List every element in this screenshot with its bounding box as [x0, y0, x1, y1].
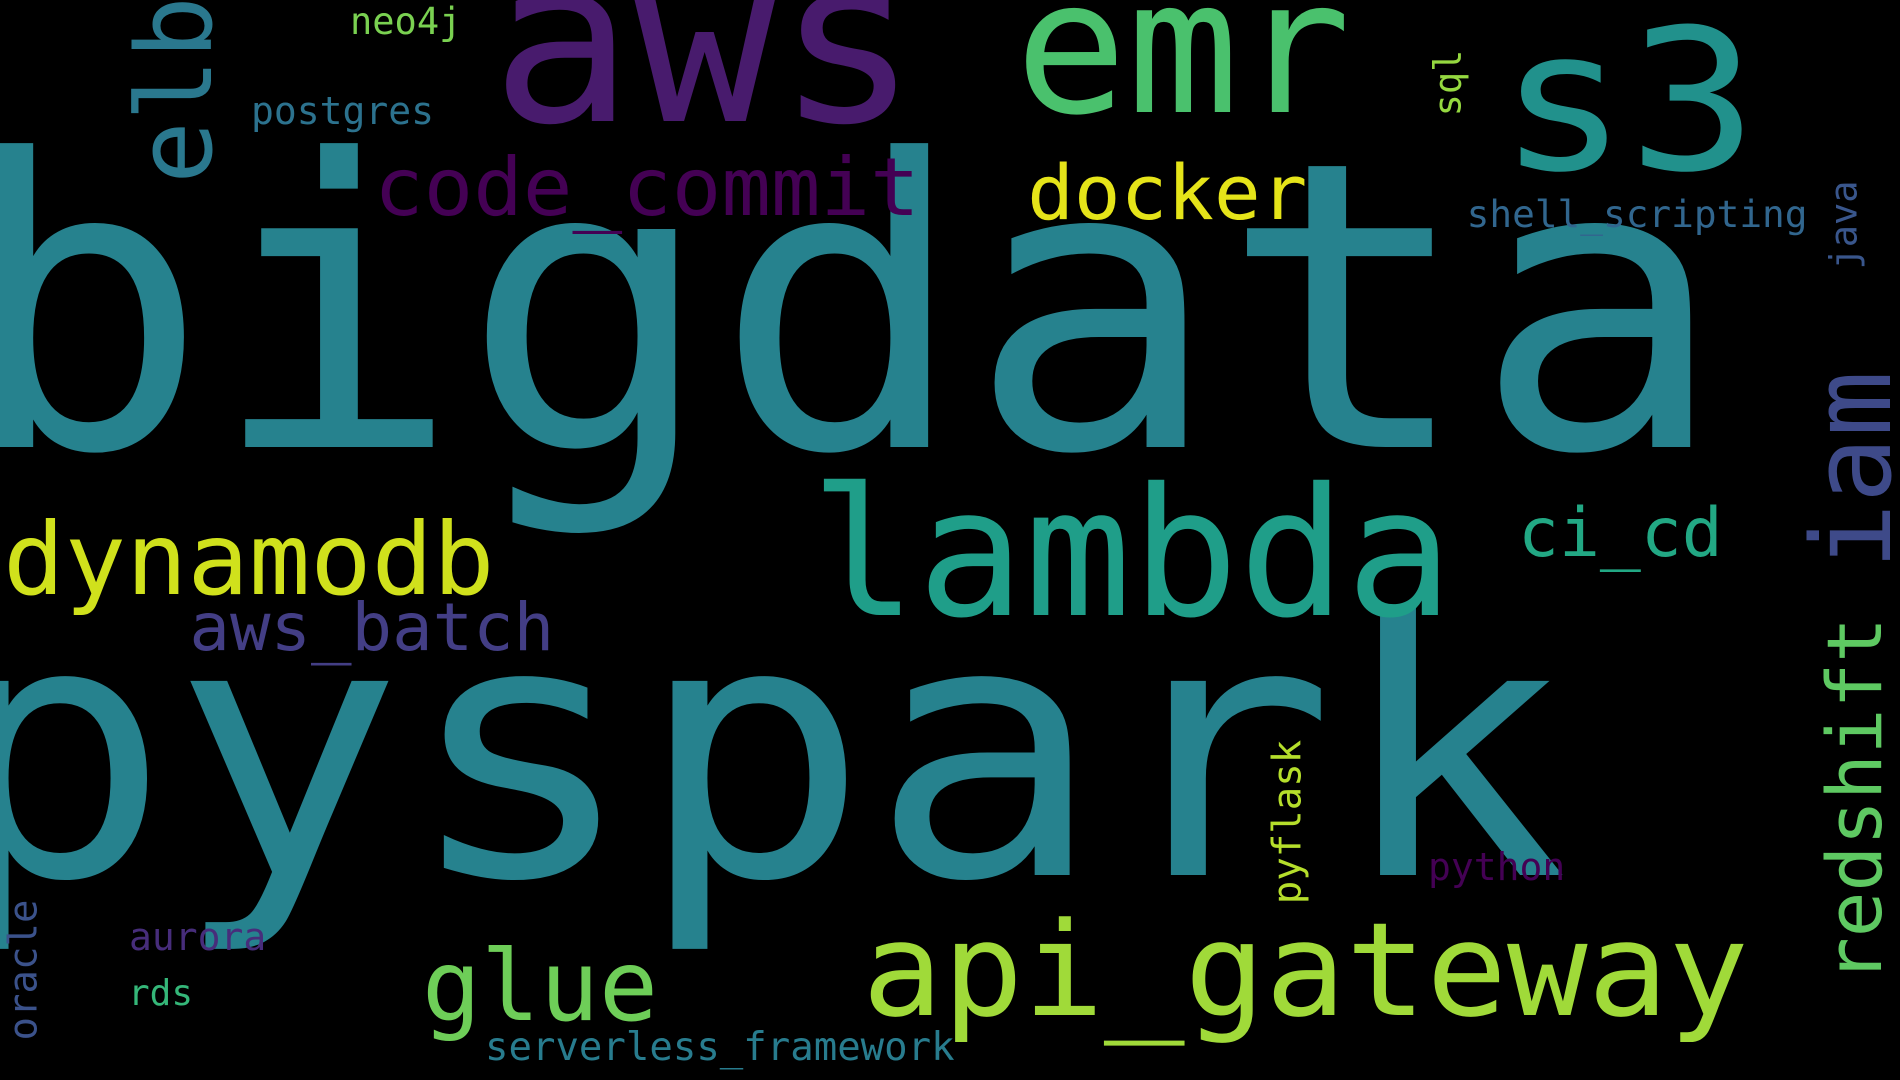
word-bigdata: bigdata	[0, 77, 1726, 542]
word-docker: docker	[1027, 148, 1308, 237]
word-lambda: lambda	[810, 450, 1453, 657]
word-aws-batch: aws_batch	[189, 589, 555, 666]
word-elb: elb	[114, 0, 236, 184]
word-rds: rds	[128, 973, 194, 1014]
word-s3: s3	[1498, 0, 1758, 216]
word-redshift: redshift	[1810, 616, 1899, 984]
word-serverless-framework: serverless_framework	[485, 1025, 955, 1070]
word-postgres: postgres	[251, 89, 435, 133]
word-pyflask: pyflask	[1265, 739, 1311, 905]
word-code-commit: code_commit	[374, 141, 920, 234]
word-neo4j: neo4j	[350, 0, 462, 43]
word-aws: aws	[490, 0, 919, 176]
word-sql: sql	[1426, 49, 1470, 117]
word-dynamodb: dynamodb	[3, 501, 495, 618]
word-emr: emr	[1015, 0, 1351, 156]
word-java: java	[1822, 180, 1866, 270]
word-aurora: aurora	[129, 915, 267, 959]
word-api-gateway: api_gateway	[862, 894, 1749, 1046]
word-python: python	[1428, 845, 1566, 889]
word-glue: glue	[422, 930, 659, 1044]
word-ci-cd: ci_cd	[1518, 494, 1723, 573]
word-oracle: oracle	[1, 899, 47, 1041]
word-pyspark: pyspark	[0, 545, 1569, 959]
word-shell-scripting: shell_scripting	[1466, 193, 1808, 236]
word-iam: iam	[1788, 370, 1900, 570]
